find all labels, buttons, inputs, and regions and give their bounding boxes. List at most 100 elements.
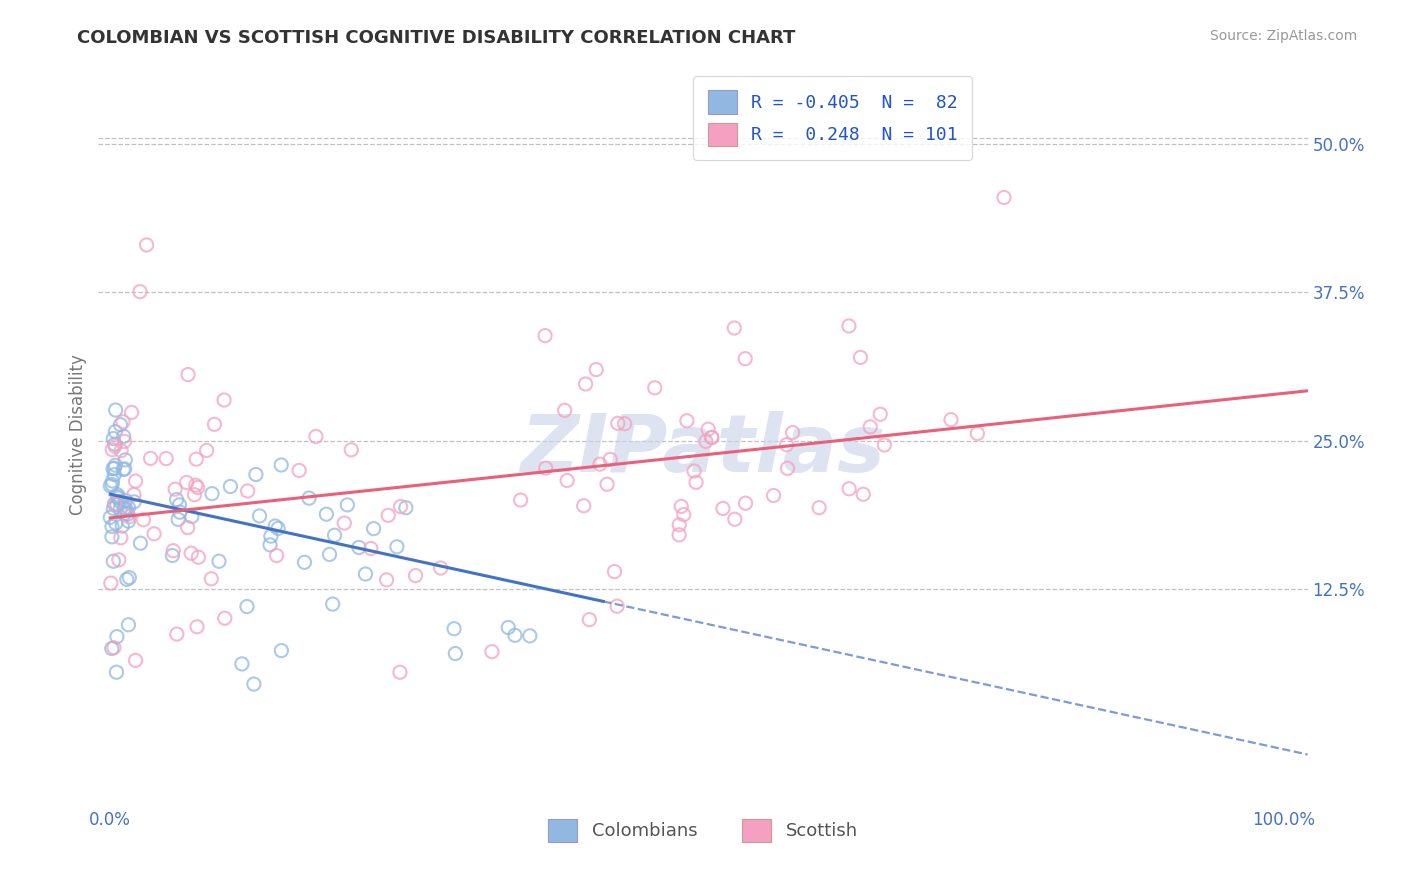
Point — [260, 529, 283, 543]
Point — [103, 461, 125, 475]
Point — [112, 429, 135, 443]
Point — [118, 571, 141, 585]
Point — [231, 657, 253, 671]
Point — [112, 434, 135, 449]
Point — [695, 434, 717, 449]
Point — [270, 643, 292, 657]
Point — [180, 546, 202, 560]
Point — [852, 487, 875, 501]
Point — [187, 550, 209, 565]
Point — [204, 417, 226, 432]
Point — [114, 507, 136, 521]
Point — [700, 430, 723, 444]
Point — [700, 430, 723, 444]
Point — [572, 499, 595, 513]
Point — [122, 487, 145, 501]
Point — [110, 417, 132, 432]
Point — [108, 553, 131, 567]
Point — [101, 477, 124, 491]
Point — [110, 531, 132, 545]
Point — [685, 475, 707, 490]
Text: ZIPatlas: ZIPatlas — [520, 410, 886, 489]
Point — [671, 500, 693, 514]
Point — [208, 554, 231, 568]
Point — [395, 500, 418, 515]
Point — [264, 519, 287, 533]
Point — [243, 677, 266, 691]
Point — [668, 517, 690, 532]
Point — [363, 522, 385, 536]
Point — [139, 451, 162, 466]
Point — [101, 641, 124, 656]
Point — [405, 568, 427, 582]
Point — [114, 453, 136, 467]
Point — [613, 417, 636, 431]
Point — [644, 381, 666, 395]
Point — [124, 474, 146, 488]
Point — [117, 500, 139, 515]
Point — [104, 497, 127, 511]
Point — [104, 439, 127, 453]
Point — [589, 457, 612, 471]
Point — [108, 502, 131, 516]
Point — [101, 461, 124, 475]
Point — [554, 403, 576, 417]
Point — [104, 516, 127, 530]
Point — [155, 451, 177, 466]
Point — [166, 627, 188, 641]
Point — [176, 475, 198, 490]
Legend: Colombians, Scottish: Colombians, Scottish — [541, 812, 865, 849]
Point — [135, 238, 157, 252]
Point — [377, 508, 399, 523]
Point — [683, 464, 706, 478]
Point — [481, 645, 503, 659]
Point — [859, 420, 882, 434]
Point — [776, 461, 799, 475]
Point — [214, 611, 236, 625]
Point — [318, 548, 340, 562]
Point — [114, 493, 136, 508]
Point — [599, 452, 621, 467]
Point — [808, 500, 831, 515]
Point — [939, 413, 962, 427]
Point — [596, 477, 619, 491]
Point — [101, 530, 124, 544]
Point — [187, 480, 209, 494]
Point — [98, 510, 121, 524]
Point — [496, 620, 519, 634]
Point — [724, 512, 747, 526]
Point — [105, 630, 128, 644]
Point — [117, 508, 139, 522]
Point — [103, 432, 125, 446]
Point — [270, 458, 292, 472]
Point — [519, 629, 541, 643]
Point — [354, 567, 377, 582]
Point — [578, 613, 600, 627]
Point — [184, 478, 207, 492]
Point — [101, 519, 124, 533]
Point — [734, 496, 756, 510]
Point — [838, 318, 860, 333]
Point — [849, 351, 872, 365]
Point — [117, 514, 139, 528]
Point — [340, 442, 363, 457]
Point — [143, 526, 166, 541]
Point — [105, 665, 128, 680]
Point — [166, 492, 188, 507]
Point — [993, 190, 1015, 204]
Point — [103, 640, 125, 655]
Point — [104, 458, 127, 473]
Point — [266, 549, 288, 563]
Point — [180, 509, 202, 524]
Point — [388, 665, 411, 680]
Point — [236, 599, 259, 614]
Point — [389, 500, 412, 514]
Point — [782, 425, 804, 440]
Point — [165, 482, 187, 496]
Point — [869, 407, 891, 421]
Point — [267, 521, 290, 535]
Point — [129, 285, 152, 299]
Point — [734, 351, 756, 366]
Point — [115, 573, 138, 587]
Point — [534, 328, 557, 343]
